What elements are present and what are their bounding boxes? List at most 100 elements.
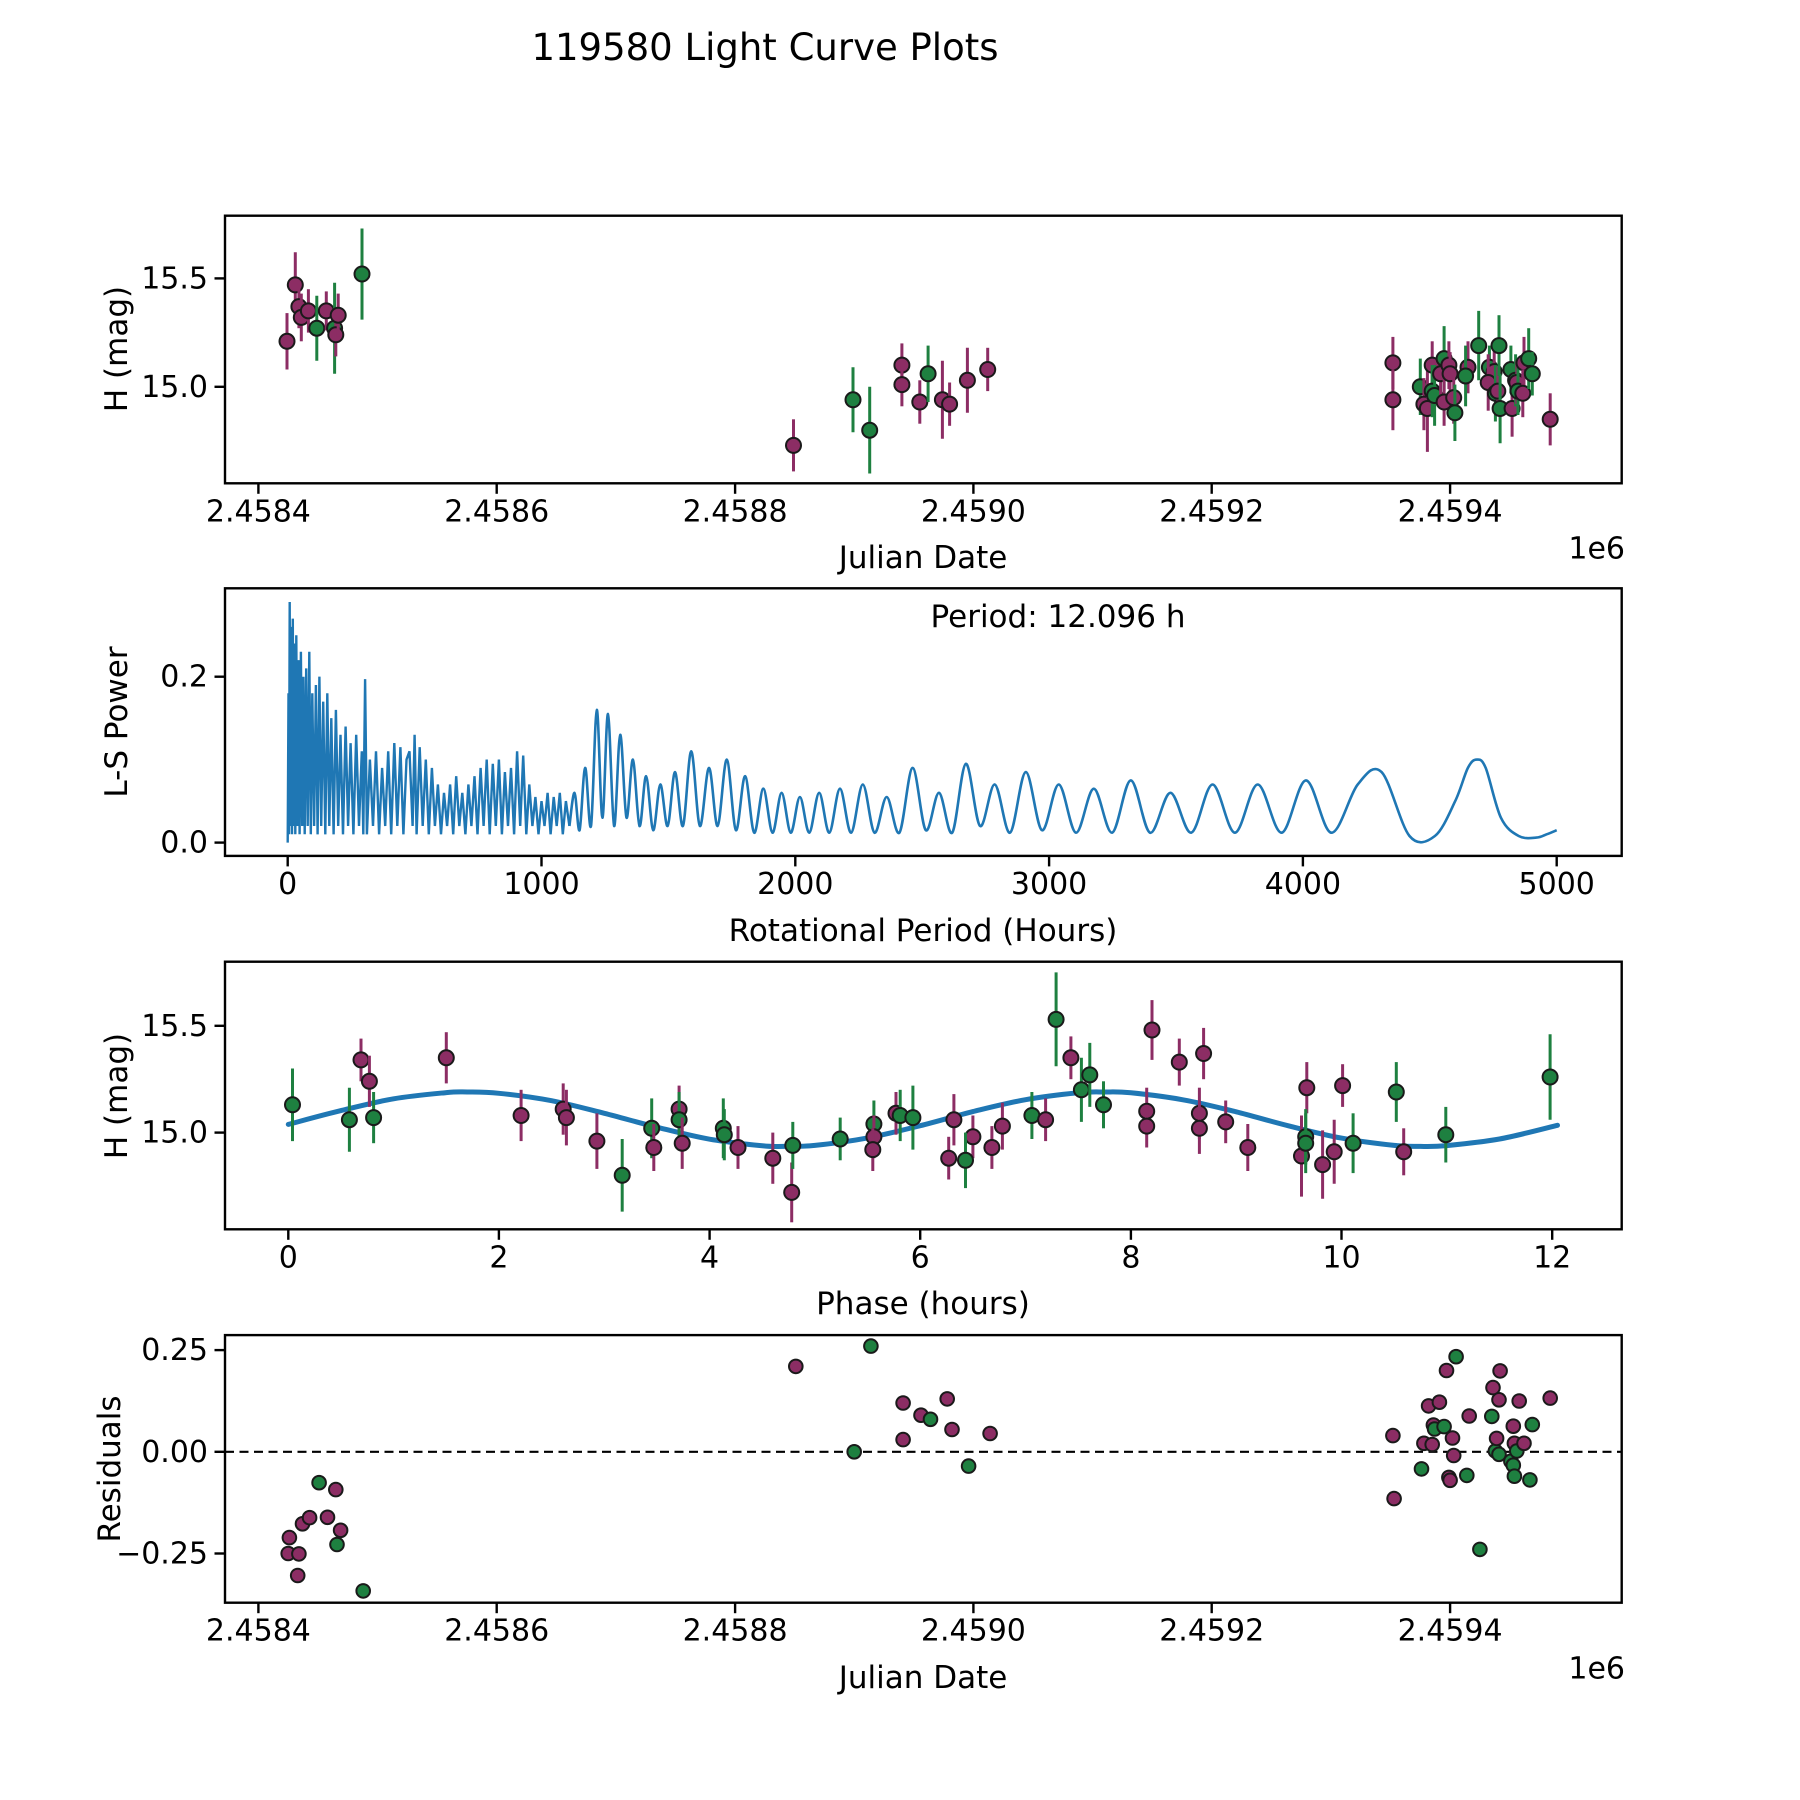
- data-point-purple: [783, 1183, 801, 1201]
- data-point-purple: [1461, 1408, 1477, 1424]
- data-point-green: [1459, 1467, 1475, 1484]
- data-point-green: [311, 1474, 327, 1491]
- data-point-purple: [328, 1481, 344, 1498]
- data-point-purple: [944, 1421, 960, 1438]
- data-point-green: [1448, 1348, 1464, 1365]
- y-tick-label: 0.2: [160, 660, 208, 695]
- axes-frame: [223, 1333, 1623, 1604]
- x-tick-label: 0: [278, 867, 297, 902]
- y-tick-label: 15.5: [141, 261, 208, 296]
- data-point-purple: [1441, 365, 1459, 383]
- x-tick-label: 2: [489, 1240, 508, 1275]
- data-point-purple: [940, 1149, 958, 1167]
- data-point-purple: [1170, 1053, 1188, 1071]
- x-tick-label: 2.4590: [921, 1614, 1026, 1649]
- x-tick-label: 2.4592: [1159, 1614, 1264, 1649]
- data-point-green: [613, 1166, 631, 1184]
- data-point-purple: [673, 1134, 691, 1152]
- data-point-green: [861, 421, 879, 439]
- data-point-purple: [945, 1111, 963, 1129]
- data-point-green: [1522, 1472, 1538, 1488]
- data-point-green: [353, 265, 371, 283]
- data-point-purple: [289, 1567, 306, 1584]
- axes-frame: [223, 587, 1623, 858]
- data-point-green: [670, 1111, 688, 1129]
- data-point-green: [1297, 1134, 1315, 1152]
- data-point-purple: [958, 371, 976, 389]
- data-point-purple: [360, 1072, 378, 1090]
- data-point-purple: [1514, 384, 1532, 402]
- data-point-green: [1413, 1461, 1430, 1477]
- data-point-green: [308, 319, 326, 337]
- x-tick-label: 3000: [1011, 867, 1087, 902]
- x-tick-label: 2.4590: [921, 494, 1026, 529]
- data-point-purple: [1037, 1111, 1055, 1129]
- data-point-green: [284, 1096, 301, 1114]
- x-tick-label: 2.4594: [1398, 494, 1503, 529]
- data-point-purple: [1298, 1079, 1316, 1097]
- x-tick-label: 2.4584: [206, 494, 311, 529]
- axes-frame: [223, 960, 1623, 1231]
- data-point-purple: [1516, 1435, 1532, 1452]
- data-point-green: [1470, 337, 1488, 355]
- data-point-green: [1472, 1541, 1488, 1558]
- x-tick-label: 1000: [503, 867, 579, 902]
- data-point-green: [1491, 1446, 1507, 1463]
- x-tick-label: 4: [700, 1240, 719, 1275]
- y-tick-label: 15.0: [141, 370, 208, 405]
- data-point-green: [1541, 1068, 1559, 1086]
- data-point-purple: [278, 332, 296, 350]
- fourier-fit-line: [285, 1089, 1560, 1150]
- data-point-purple: [1489, 382, 1507, 400]
- y-tick-label: 15.0: [141, 1116, 208, 1151]
- data-point-green: [1437, 1126, 1455, 1144]
- data-point-purple: [1485, 1379, 1501, 1396]
- data-point-green: [960, 1458, 977, 1474]
- data-point-purple: [319, 1509, 336, 1526]
- data-point-purple: [1445, 1447, 1462, 1464]
- data-point-green: [1484, 1408, 1500, 1425]
- data-points: [284, 972, 1559, 1223]
- figure-title: 119580 Light Curve Plots: [531, 26, 999, 69]
- ax4-xlabel: Julian Date: [838, 1660, 1008, 1696]
- x-tick-label: 4000: [1265, 867, 1341, 902]
- data-point-purple: [588, 1132, 606, 1150]
- x-tick-label: 5000: [1519, 867, 1595, 902]
- data-point-purple: [982, 1425, 998, 1442]
- data-point-purple: [939, 1391, 956, 1407]
- data-point-green: [1457, 367, 1475, 385]
- data-point-purple: [299, 302, 317, 320]
- subplot-residuals: 2.4584 2.4586 2.4588 2.4590 2.4592 2.4594 0.25…: [116, 1333, 1623, 1649]
- data-point-green: [329, 1536, 345, 1553]
- data-point-purple: [332, 1522, 349, 1539]
- data-point-purple: [1384, 391, 1402, 409]
- data-point-purple: [993, 1117, 1011, 1135]
- data-point-green: [1523, 365, 1541, 383]
- data-point-purple: [785, 436, 802, 454]
- data-point-purple: [1542, 1390, 1558, 1406]
- data-point-purple: [864, 1141, 882, 1159]
- data-point-purple: [983, 1139, 1001, 1156]
- data-point-purple: [352, 1051, 370, 1069]
- data-point-purple: [437, 1049, 455, 1067]
- data-point-purple: [1492, 1363, 1508, 1379]
- data-point-purple: [291, 1546, 307, 1562]
- data-point-green: [1446, 404, 1464, 422]
- data-point-purple: [911, 393, 929, 411]
- x-tick-label: 12: [1533, 1240, 1571, 1275]
- data-point-purple: [301, 1509, 318, 1526]
- data-point-purple: [557, 1109, 575, 1127]
- data-point-green: [831, 1130, 849, 1148]
- y-tick-label: 0.0: [160, 826, 208, 861]
- ax2-xlabel: Rotational Period (Hours): [728, 913, 1118, 949]
- x-tick-label: 0: [279, 1240, 298, 1275]
- ax1-offset-text: 1e6: [1568, 531, 1625, 567]
- data-point-purple: [1511, 1393, 1527, 1409]
- data-point-purple: [512, 1107, 530, 1124]
- data-point-green: [1081, 1066, 1099, 1084]
- y-tick-label: 15.5: [141, 1009, 208, 1044]
- data-point-purple: [1442, 1472, 1458, 1489]
- y-tick-label: −0.25: [116, 1537, 208, 1572]
